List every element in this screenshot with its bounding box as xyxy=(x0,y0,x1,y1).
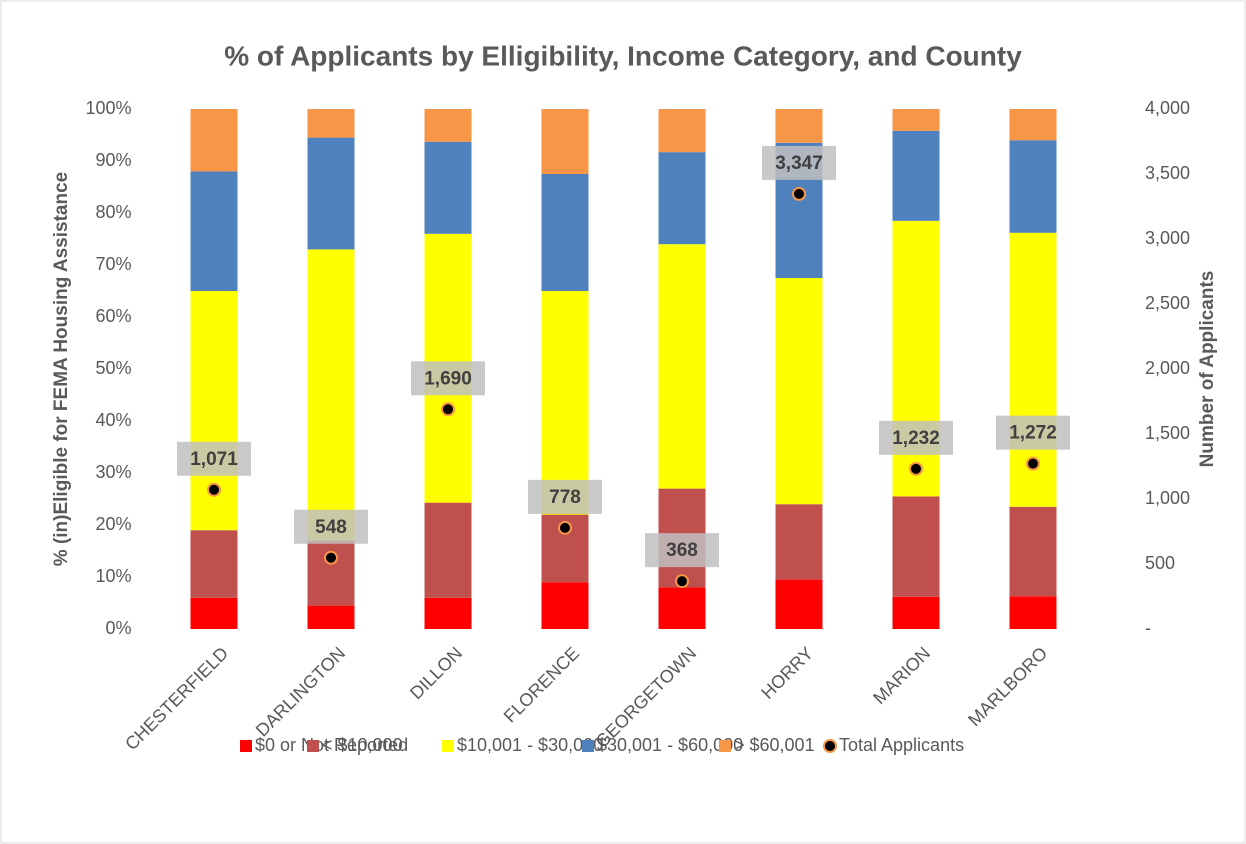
legend-marker xyxy=(582,740,594,752)
y-tick-label: 40% xyxy=(95,410,131,430)
legend-label: $0 or Not Reported xyxy=(255,735,408,755)
y-tick-label: 20% xyxy=(95,514,131,534)
bar-segment xyxy=(190,171,238,291)
y-tick-label: 90% xyxy=(95,150,131,170)
bar-segment xyxy=(424,109,472,142)
bar-segment xyxy=(775,109,823,143)
bar-segment xyxy=(190,530,238,598)
bar-segment xyxy=(541,174,589,291)
bar-segment xyxy=(541,291,589,515)
legend-marker xyxy=(240,740,252,752)
y-tick-label: 100% xyxy=(85,98,131,118)
data-label-box xyxy=(528,479,602,514)
bar-segment xyxy=(658,109,706,153)
bar-segment xyxy=(892,496,940,597)
data-label-box xyxy=(762,145,836,180)
bar-segment xyxy=(775,278,823,505)
bar-segment xyxy=(658,152,706,245)
bar-segment xyxy=(307,137,355,250)
legend-marker xyxy=(442,740,454,752)
bar-segment xyxy=(658,244,706,489)
y2-tick-label: 4,000 xyxy=(1145,98,1190,118)
y2-tick-label: 3,000 xyxy=(1145,228,1190,248)
bar-segment xyxy=(1009,109,1057,141)
legend-marker xyxy=(823,739,837,753)
data-label-box xyxy=(294,509,368,544)
bar-segment xyxy=(775,579,823,629)
y-tick-label: 70% xyxy=(95,254,131,274)
data-label-box xyxy=(411,361,485,396)
legend-label: $10,001 - $30,000 xyxy=(457,735,603,755)
bar-segment xyxy=(1009,506,1057,597)
data-label: 778 xyxy=(549,487,581,508)
legend-label: > $60,001 xyxy=(734,735,815,755)
y-tick-label: 80% xyxy=(95,202,131,222)
data-point xyxy=(207,482,221,497)
y2-tick-label: - xyxy=(1145,618,1151,638)
data-label-box xyxy=(879,420,953,455)
data-point xyxy=(909,461,923,476)
legend-marker xyxy=(307,740,319,752)
data-label: 1,690 xyxy=(424,368,472,389)
bar-segment xyxy=(541,582,589,629)
y-tick-label: 10% xyxy=(95,566,131,586)
bar-segment xyxy=(775,504,823,580)
data-label: 1,272 xyxy=(1009,423,1057,444)
data-label-box xyxy=(645,533,719,568)
y2-tick-label: 1,500 xyxy=(1145,423,1190,443)
bar-segment xyxy=(307,249,355,541)
y-tick-label: 0% xyxy=(105,618,131,638)
data-point xyxy=(324,550,338,565)
bar-segment xyxy=(1009,140,1057,233)
bar-segment xyxy=(892,130,940,221)
y2-tick-label: 500 xyxy=(1145,553,1175,573)
data-point xyxy=(792,186,806,201)
data-label: 368 xyxy=(666,540,698,561)
bar-segment xyxy=(892,220,940,497)
y-tick-label: 60% xyxy=(95,306,131,326)
data-label: 1,071 xyxy=(190,449,238,470)
bar-segment xyxy=(190,597,238,629)
y2-tick-label: 3,500 xyxy=(1145,163,1190,183)
bar-segment xyxy=(424,141,472,234)
bar-segment xyxy=(190,109,238,172)
y2-tick-label: 2,500 xyxy=(1145,293,1190,313)
bar-segment xyxy=(658,587,706,629)
y2-tick-label: 1,000 xyxy=(1145,488,1190,508)
data-label: 548 xyxy=(315,517,347,538)
data-label-box xyxy=(177,441,251,476)
data-point xyxy=(675,574,689,589)
bar-segment xyxy=(307,109,355,138)
data-label: 3,347 xyxy=(775,153,823,174)
bar-segment xyxy=(307,540,355,606)
bar-segment xyxy=(424,502,472,598)
legend-label: Total Applicants xyxy=(839,735,964,755)
legend-marker xyxy=(719,740,731,752)
data-point xyxy=(441,402,455,417)
bar-segment xyxy=(1009,596,1057,629)
y-tick-label: 30% xyxy=(95,462,131,482)
y-axis-title: % (in)Eligible for FEMA Housing Assistan… xyxy=(51,172,72,566)
bar-segment xyxy=(892,109,940,131)
legend-label: < $10,000 xyxy=(322,735,403,755)
bar-segment xyxy=(892,596,940,629)
data-label-box xyxy=(996,415,1070,450)
y2-tick-label: 2,000 xyxy=(1145,358,1190,378)
data-point xyxy=(558,520,572,535)
bar-segment xyxy=(424,597,472,629)
bar-segment xyxy=(541,109,589,174)
legend-label: $30,001 - $60,000 xyxy=(597,735,743,755)
bar-segment xyxy=(307,605,355,629)
data-label: 1,232 xyxy=(892,428,940,449)
y2-axis-title: Number of Applicants xyxy=(1197,271,1218,468)
chart-title: % of Applicants by Elligibility, Income … xyxy=(224,40,1022,71)
data-point xyxy=(1026,456,1040,471)
y-tick-label: 50% xyxy=(95,358,131,378)
